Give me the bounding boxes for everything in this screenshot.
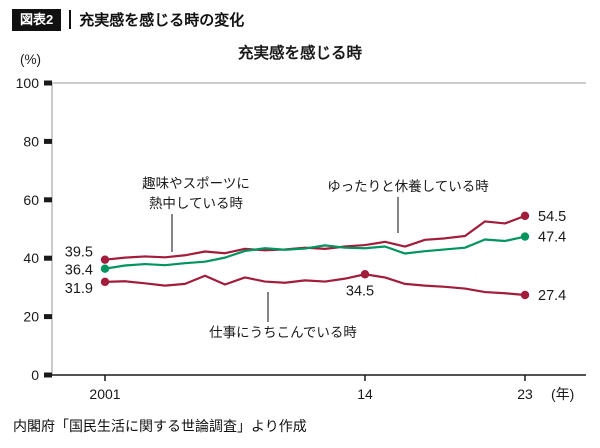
end-value-label-2: 27.4 (538, 288, 566, 304)
figure-header: 図表2 充実感を感じる時の変化 (12, 9, 244, 31)
figure-title: 充実感を感じる時の変化 (79, 12, 245, 30)
chart-title: 充実感を感じる時 (238, 43, 363, 62)
y-tick-label: 0 (31, 367, 39, 383)
start-value-label-1: 36.4 (65, 263, 93, 279)
source-note: 内閣府「国民生活に関する世論調査」より作成 (13, 418, 307, 434)
series-2-start-dot (100, 277, 110, 287)
x-axis-unit-label: (年) (551, 386, 574, 402)
x-tick-label: 23 (517, 386, 533, 402)
x-tick-label: 14 (357, 386, 373, 402)
series-0-end-dot (520, 211, 530, 221)
end-value-label-1: 47.4 (538, 230, 566, 246)
annotation-text-0: 熱中している時 (149, 196, 244, 211)
start-value-label-2: 31.9 (65, 281, 93, 297)
y-tick-label: 40 (23, 250, 39, 266)
end-value-label-0: 54.5 (538, 209, 566, 225)
mid-value-label: 34.5 (346, 283, 374, 299)
plot-area: 0 20 40 60 80 100 2001 14 23 39.5 54.5 36.4 47.4 31.9… (16, 75, 586, 402)
annotation-text-2: 仕事にうちこんでいる時 (209, 325, 357, 340)
y-tick-label: 100 (16, 75, 40, 91)
series-1-start-dot (100, 264, 110, 273)
y-tick-label: 60 (23, 192, 39, 208)
series-1-end-dot (520, 232, 530, 241)
annotation-text-1: ゆったりと休養している時 (327, 178, 489, 194)
mid-dot (360, 270, 370, 279)
figure-number-badge: 図表2 (12, 9, 62, 31)
series-line-1 (103, 235, 527, 270)
series-line-2 (103, 273, 527, 297)
series-0-start-dot (100, 255, 110, 264)
series-line-0 (103, 214, 527, 261)
x-tick-label: 2001 (89, 386, 120, 402)
annotation-text-0: 趣味やスポーツに (142, 176, 250, 191)
start-value-label-0: 39.5 (65, 245, 93, 261)
y-axis-unit-label: (%) (20, 52, 41, 67)
header-divider (69, 10, 72, 30)
series-2-end-dot (520, 290, 530, 300)
y-tick-label: 80 (23, 133, 39, 149)
y-tick-label: 20 (23, 309, 39, 325)
